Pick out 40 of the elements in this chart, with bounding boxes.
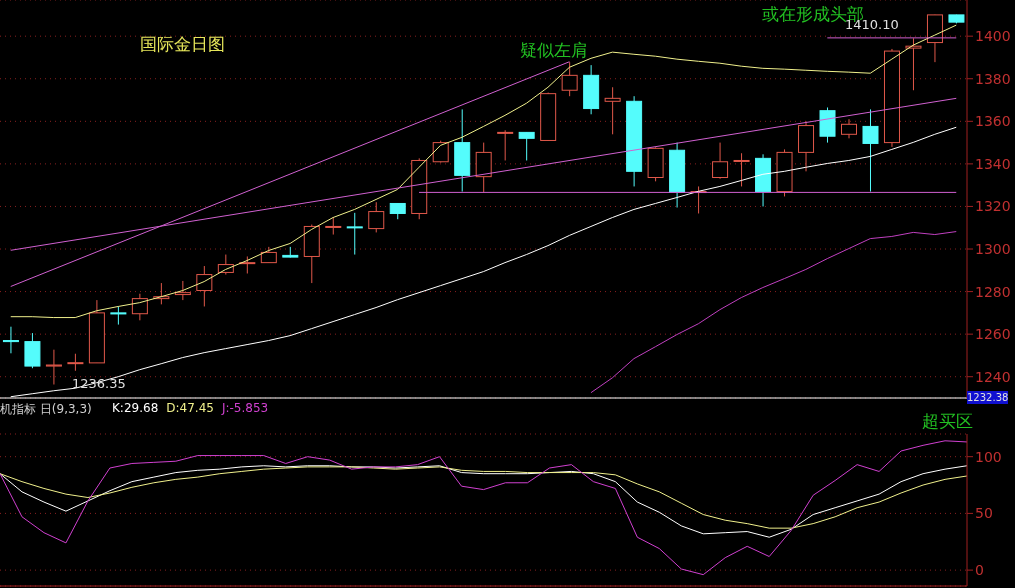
annotation: 疑似左肩 bbox=[520, 40, 588, 60]
candlestick bbox=[862, 108, 879, 193]
candlestick bbox=[131, 293, 148, 321]
y-tick-label: 100 bbox=[975, 448, 1002, 465]
text: K:29.68 bbox=[112, 400, 159, 416]
text: J:-5.853 bbox=[221, 400, 269, 416]
y-tick-label: 1280 bbox=[975, 283, 1011, 300]
line-series bbox=[0, 440, 968, 576]
chart-title: 机指标 日(9,3,3) bbox=[0, 401, 92, 417]
y-tick-label: 1260 bbox=[975, 326, 1011, 343]
candlestick bbox=[604, 86, 621, 135]
text: D:47.45 bbox=[166, 400, 214, 416]
candlestick bbox=[733, 152, 750, 187]
candlestick bbox=[368, 201, 385, 233]
y-tick-label: 1240 bbox=[975, 368, 1011, 385]
line-series bbox=[590, 231, 957, 394]
candlestick bbox=[346, 212, 363, 256]
candlestick bbox=[497, 129, 514, 161]
candlestick bbox=[110, 305, 127, 326]
y-tick-label: 50 bbox=[975, 505, 993, 522]
candlestick bbox=[561, 61, 578, 97]
y-tick-label: 1340 bbox=[975, 155, 1011, 172]
y-tick-label: 1320 bbox=[975, 198, 1011, 215]
y-tick-label: 1400 bbox=[975, 28, 1011, 45]
candlestick bbox=[432, 140, 449, 164]
candlestick bbox=[45, 349, 62, 385]
y-tick-label: 0 bbox=[975, 562, 984, 579]
text: 国际金日图 bbox=[140, 34, 225, 54]
y-tick-label: 1360 bbox=[975, 113, 1011, 130]
candlestick bbox=[905, 37, 922, 91]
candlestick bbox=[841, 118, 858, 139]
candlestick bbox=[712, 142, 729, 180]
text: 超买区 bbox=[922, 411, 973, 431]
y-tick-label: 1300 bbox=[975, 240, 1011, 257]
candlestick bbox=[174, 280, 191, 301]
candlestick bbox=[196, 265, 213, 307]
y-tick-label: 1380 bbox=[975, 70, 1011, 87]
annotation: 1232.38 bbox=[967, 391, 1009, 404]
candlestick bbox=[2, 326, 19, 354]
candlestick bbox=[518, 131, 535, 161]
